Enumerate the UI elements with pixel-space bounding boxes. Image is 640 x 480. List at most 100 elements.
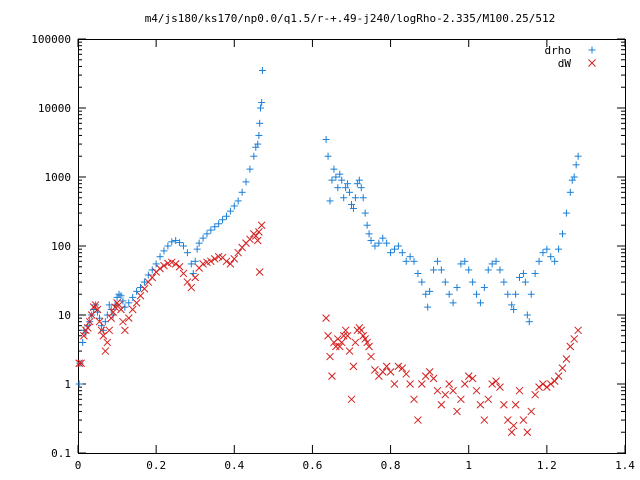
data-point-drho xyxy=(256,119,264,127)
cross-stroke xyxy=(472,386,481,395)
data-point-drho xyxy=(496,266,504,274)
data-point-drho xyxy=(394,242,402,250)
cross-stroke xyxy=(324,331,332,340)
data-point-drho xyxy=(258,66,266,74)
data-point-dW xyxy=(179,269,188,278)
data-point-drho xyxy=(207,226,215,234)
data-point-dW xyxy=(386,367,395,376)
data-point-drho xyxy=(324,152,332,160)
cross-stroke xyxy=(345,347,354,355)
data-point-drho xyxy=(357,184,365,192)
cross-stroke xyxy=(543,383,551,392)
data-point-drho xyxy=(219,216,227,224)
data-point-drho xyxy=(367,237,375,245)
data-point-drho xyxy=(179,242,187,250)
data-point-dW xyxy=(519,416,528,424)
cross-stroke xyxy=(464,372,473,380)
cross-stroke xyxy=(175,262,184,271)
data-point-dW xyxy=(382,362,391,371)
data-point-dW xyxy=(335,342,344,351)
data-point-dW xyxy=(406,380,414,388)
cross-stroke xyxy=(156,264,164,273)
data-point-dW xyxy=(339,331,348,340)
data-point-dW xyxy=(124,314,133,323)
cross-stroke xyxy=(363,338,371,347)
cross-stroke xyxy=(515,386,524,395)
data-point-dW xyxy=(351,338,360,347)
data-point-dW xyxy=(539,380,547,388)
data-point-drho xyxy=(355,176,363,184)
cross-stroke xyxy=(394,362,403,371)
cross-stroke xyxy=(251,232,260,240)
cross-stroke xyxy=(429,374,438,383)
data-point-dW xyxy=(255,268,264,276)
cross-stroke xyxy=(328,372,336,380)
cross-stroke xyxy=(445,380,454,388)
cross-stroke xyxy=(218,253,227,262)
data-point-dW xyxy=(101,347,110,355)
data-point-drho xyxy=(129,293,137,301)
cross-stroke xyxy=(210,255,219,263)
data-point-drho xyxy=(246,165,254,173)
data-point-dW xyxy=(255,228,263,236)
data-point-drho xyxy=(566,188,574,196)
data-point-drho xyxy=(510,306,518,314)
data-point-dW xyxy=(398,364,407,372)
legend-marker-dW xyxy=(588,59,596,67)
cross-stroke xyxy=(371,366,379,374)
data-point-drho xyxy=(250,152,258,160)
cross-stroke xyxy=(326,352,334,361)
data-point-drho xyxy=(535,257,543,265)
data-point-drho xyxy=(410,257,418,265)
cross-stroke xyxy=(91,301,100,309)
data-point-drho xyxy=(453,284,461,292)
cross-stroke xyxy=(457,395,465,404)
cross-stroke xyxy=(496,383,504,392)
cross-stroke xyxy=(80,331,88,340)
data-point-dW xyxy=(136,291,145,300)
data-point-dW xyxy=(347,395,356,404)
cross-stroke xyxy=(111,303,119,311)
data-point-dW xyxy=(445,380,454,388)
cross-stroke xyxy=(119,317,127,326)
data-point-dW xyxy=(343,331,352,340)
data-point-drho xyxy=(164,242,172,250)
legend-marker-drho xyxy=(588,46,596,54)
cross-stroke xyxy=(77,359,85,368)
data-point-drho xyxy=(390,245,398,253)
data-point-dW xyxy=(191,273,200,282)
data-point-dW xyxy=(546,380,555,388)
data-point-dW xyxy=(429,374,438,383)
data-point-dW xyxy=(103,338,112,347)
data-point-drho xyxy=(95,314,103,322)
cross-stroke xyxy=(109,308,118,316)
legend-label-dW: dW xyxy=(558,57,572,70)
cross-stroke xyxy=(365,342,373,351)
data-point-drho xyxy=(199,234,207,242)
data-point-dW xyxy=(83,324,92,332)
data-point-drho xyxy=(508,301,516,309)
cross-stroke xyxy=(255,228,263,236)
data-point-drho xyxy=(461,257,469,265)
cross-stroke xyxy=(509,421,518,430)
cross-stroke xyxy=(453,407,461,416)
cross-stroke xyxy=(93,305,102,314)
cross-stroke xyxy=(574,326,582,335)
data-point-drho xyxy=(353,180,361,188)
cross-stroke xyxy=(378,367,387,376)
data-point-dW xyxy=(480,416,489,424)
cross-stroke xyxy=(75,359,84,368)
cross-stroke xyxy=(460,380,469,388)
data-point-drho xyxy=(105,301,113,309)
cross-stroke xyxy=(140,284,149,293)
cross-stroke xyxy=(588,59,596,67)
data-point-dW xyxy=(492,377,500,385)
data-point-drho xyxy=(336,170,344,178)
data-point-drho xyxy=(117,292,125,300)
cross-stroke xyxy=(347,395,356,404)
data-point-drho xyxy=(255,131,263,139)
data-point-drho xyxy=(195,239,203,247)
data-point-dW xyxy=(91,301,100,309)
data-point-dW xyxy=(246,235,254,244)
